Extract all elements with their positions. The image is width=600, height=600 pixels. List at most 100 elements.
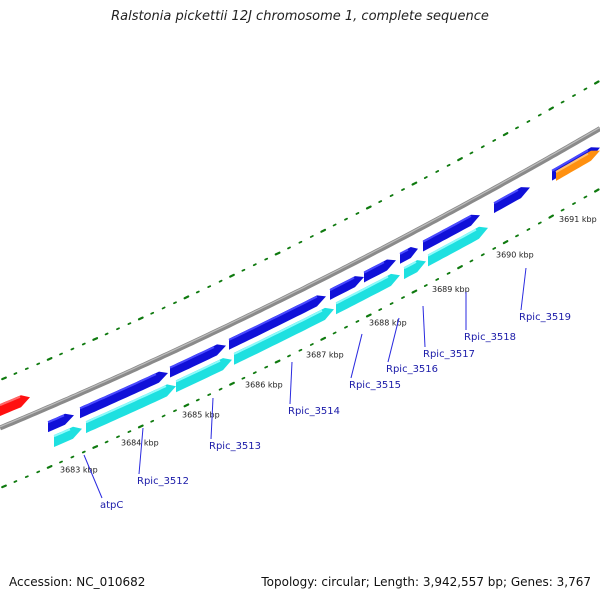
outer-tick-mark [457, 157, 463, 162]
outer-tick-mark [548, 106, 555, 111]
outer-tick-mark [332, 223, 337, 227]
outer-tick-mark [515, 126, 519, 130]
inner-tick-mark [183, 403, 190, 408]
forward-cds [48, 413, 74, 433]
outer-tick-mark [264, 257, 269, 261]
gene-label-leader [138, 427, 144, 475]
outer-tick-mark [502, 132, 509, 137]
accession-text: Accession: NC_010682 [9, 575, 146, 589]
inner-tick-mark [389, 302, 394, 306]
outer-tick-mark [127, 322, 132, 326]
reverse-cds-shade [335, 275, 389, 305]
inner-tick-mark [241, 376, 246, 380]
gene-label: atpC [100, 500, 123, 511]
forward-cds-shade [493, 189, 519, 205]
forward-cds [229, 295, 326, 350]
outer-tick-mark [309, 235, 314, 238]
inner-tick-mark [116, 435, 120, 439]
forward-cds-shade [228, 295, 318, 341]
forward-cds-shade [422, 215, 472, 243]
forward-cds-shade [47, 414, 65, 424]
inner-tick-mark [515, 234, 519, 238]
inner-tick-mark [457, 265, 463, 270]
backbone-highlight [0, 126, 600, 428]
inner-tick-mark [59, 460, 63, 464]
inner-tick-mark [435, 277, 440, 281]
ruler-label: 3684 kbp [121, 438, 159, 447]
inner-tick-mark [502, 240, 509, 245]
gene-label: Rpic_3515 [349, 380, 401, 391]
inner-tick-mark [1, 484, 7, 489]
outer-tick-mark [435, 169, 440, 173]
outer-tick-mark [411, 181, 418, 186]
gene-label: Rpic_3516 [386, 364, 438, 375]
outer-tick-mark [593, 80, 600, 85]
outer-tick-mark [161, 306, 166, 310]
outer-tick-mark [583, 87, 588, 91]
inner-tick-mark [127, 430, 132, 434]
inner-tick-mark [378, 308, 383, 312]
outer-tick-mark [355, 211, 360, 215]
outer-tick-mark [287, 246, 291, 250]
forward-cds [80, 371, 168, 419]
reverse-cds-shade [85, 385, 167, 424]
ruler-label: 3685 kbp [182, 411, 220, 420]
outer-tick-mark [24, 367, 29, 371]
outer-tick-mark [492, 138, 497, 142]
inner-tick-mark [537, 221, 542, 225]
forward-cds [170, 344, 226, 378]
outer-tick-mark [229, 273, 235, 278]
other-forward-feature [0, 395, 30, 416]
gene-label: Rpic_3519 [519, 312, 571, 323]
outer-tick-mark [423, 176, 428, 180]
outer-tick-mark [560, 100, 565, 104]
inner-tick-mark [480, 253, 485, 257]
outer-tick-mark [365, 205, 372, 210]
outer-tick-mark [195, 290, 200, 294]
reverse-cds [54, 426, 82, 447]
inner-tick-mark [526, 227, 531, 231]
forward-cds [494, 187, 530, 214]
inner-tick-mark [332, 331, 337, 335]
reverse-cds [176, 358, 232, 393]
inner-tick-mark [264, 365, 269, 369]
gene-label-leader [520, 267, 527, 311]
inner-tick-mark [492, 246, 497, 250]
inner-tick-mark [207, 393, 212, 397]
gene-label-leader [210, 397, 214, 440]
outer-tick-mark [104, 332, 109, 336]
outer-tick-mark [344, 217, 348, 221]
outer-tick-mark [526, 120, 531, 123]
inner-tick-mark [218, 387, 223, 391]
outer-tick-mark [173, 301, 177, 305]
outer-tick-mark [469, 151, 474, 155]
gene-label-leader [83, 454, 103, 499]
inner-tick-mark [411, 289, 418, 294]
outer-tick-mark [320, 228, 327, 233]
outer-tick-mark [389, 194, 394, 198]
inner-tick-mark [344, 325, 348, 329]
inner-tick-mark [150, 419, 155, 423]
ruler-label: 3683 kbp [60, 465, 98, 474]
outer-tick-mark [401, 188, 405, 192]
ruler-label: 3690 kbp [496, 251, 534, 260]
forward-cds-shade [363, 261, 385, 274]
ruler-label: 3687 kbp [306, 351, 344, 360]
inner-tick-mark [36, 470, 41, 474]
inner-tick-mark [229, 381, 235, 386]
gene-label: Rpic_3514 [288, 406, 340, 417]
forward-cds-shade [329, 276, 355, 291]
inner-tick-mark [287, 354, 291, 358]
outer-tick-mark [537, 113, 542, 117]
gene-label: Rpic_3518 [464, 332, 516, 343]
inner-tick-mark [320, 336, 327, 341]
forward-cds-shade [79, 373, 157, 410]
ruler-label: 3688 kbp [369, 318, 407, 327]
outer-tick-mark [92, 337, 99, 341]
inner-tick-mark [401, 296, 405, 300]
outer-tick-mark [298, 240, 303, 244]
other-reverse-feature-shade [555, 152, 589, 173]
topology-summary: Topology: circular; Length: 3,942,557 bp… [261, 575, 591, 589]
inner-tick-mark [355, 319, 360, 323]
inner-tick-mark [137, 424, 144, 429]
